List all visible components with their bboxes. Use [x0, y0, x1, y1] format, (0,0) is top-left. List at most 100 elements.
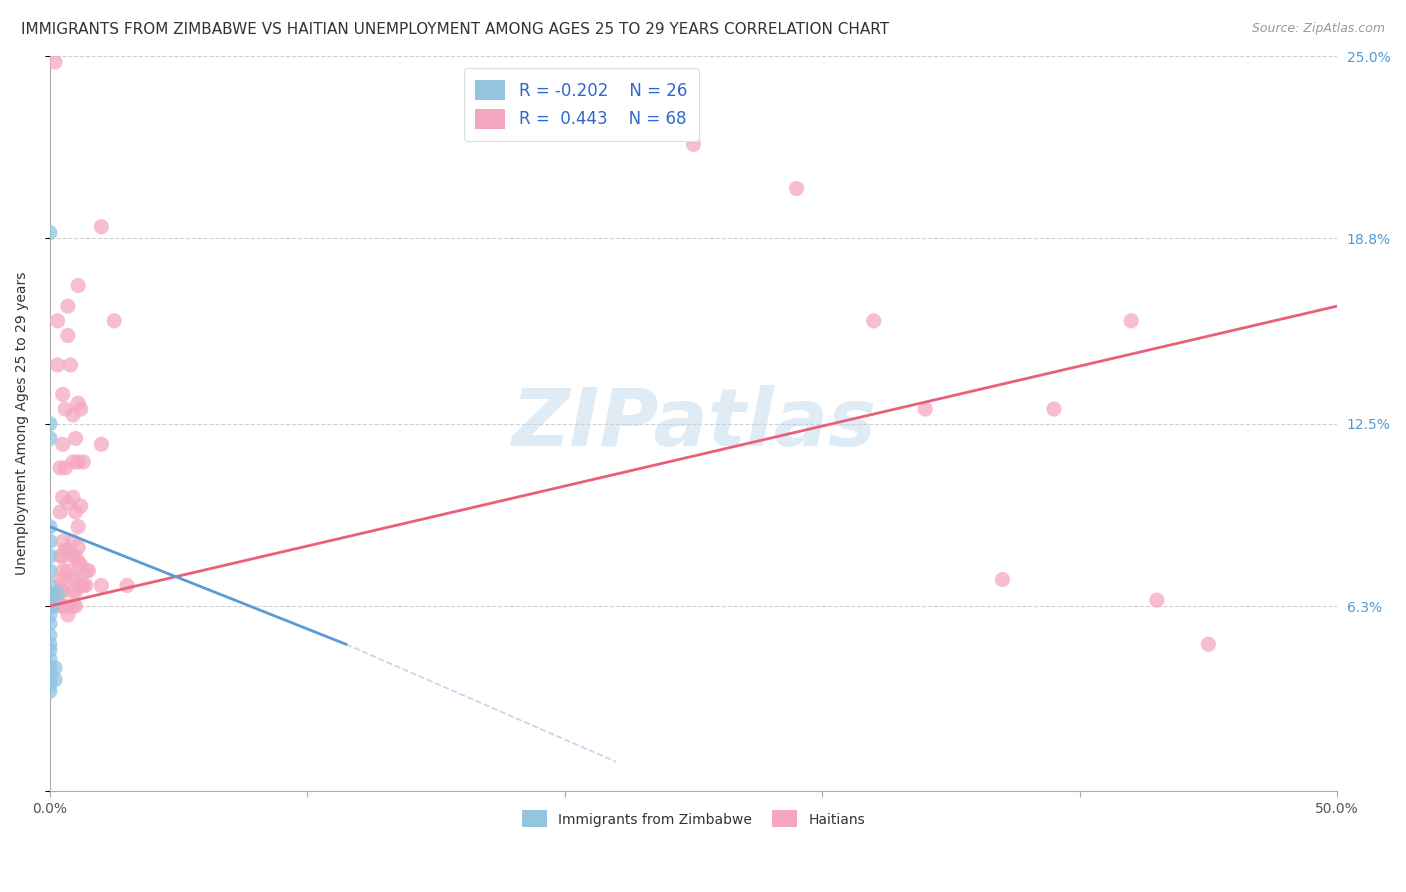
Point [38, 578, 60, 592]
Point [991, 573, 1014, 587]
Point [682, 137, 704, 152]
Point [38, 417, 60, 431]
Point [62, 490, 84, 504]
Point [65, 599, 87, 613]
Text: ZIPatlas: ZIPatlas [510, 384, 876, 463]
Point [38, 628, 60, 642]
Point [52, 549, 75, 563]
Point [67, 396, 90, 410]
Point [115, 578, 138, 592]
Point [72, 455, 94, 469]
Point [69, 402, 91, 417]
Point [56, 607, 79, 622]
Point [38, 432, 60, 446]
Point [38, 684, 60, 698]
Point [38, 534, 60, 549]
Point [38, 652, 60, 666]
Point [49, 505, 72, 519]
Point [56, 599, 79, 613]
Point [90, 219, 112, 234]
Point [52, 564, 75, 578]
Point [62, 599, 84, 613]
Point [38, 549, 60, 563]
Point [56, 564, 79, 578]
Y-axis label: Unemployment Among Ages 25 to 29 years: Unemployment Among Ages 25 to 29 years [15, 272, 30, 575]
Point [62, 569, 84, 583]
Text: IMMIGRANTS FROM ZIMBABWE VS HAITIAN UNEMPLOYMENT AMONG AGES 25 TO 29 YEARS CORRE: IMMIGRANTS FROM ZIMBABWE VS HAITIAN UNEM… [21, 22, 889, 37]
Point [65, 584, 87, 599]
Point [38, 616, 60, 631]
Point [67, 555, 90, 569]
Point [65, 549, 87, 563]
Point [38, 564, 60, 578]
Point [52, 387, 75, 401]
Point [38, 637, 60, 651]
Point [56, 299, 79, 313]
Point [49, 584, 72, 599]
Point [62, 455, 84, 469]
Point [862, 314, 884, 328]
Point [69, 499, 91, 513]
Point [41, 587, 63, 601]
Point [785, 181, 807, 195]
Point [52, 578, 75, 592]
Point [44, 55, 66, 70]
Point [38, 607, 60, 622]
Point [38, 666, 60, 681]
Point [46, 587, 69, 601]
Point [38, 519, 60, 533]
Point [38, 226, 60, 240]
Point [65, 573, 87, 587]
Point [49, 599, 72, 613]
Point [914, 402, 936, 417]
Point [67, 540, 90, 554]
Point [65, 505, 87, 519]
Text: Source: ZipAtlas.com: Source: ZipAtlas.com [1251, 22, 1385, 36]
Point [90, 437, 112, 451]
Point [77, 564, 100, 578]
Point [67, 519, 90, 533]
Point [44, 661, 66, 675]
Point [49, 460, 72, 475]
Point [38, 678, 60, 692]
Point [72, 578, 94, 592]
Point [53, 402, 76, 417]
Point [46, 358, 69, 372]
Point [53, 460, 76, 475]
Point [1121, 314, 1143, 328]
Point [1146, 593, 1168, 607]
Point [52, 584, 75, 599]
Point [52, 490, 75, 504]
Point [62, 549, 84, 563]
Point [69, 558, 91, 572]
Point [67, 455, 90, 469]
Point [38, 587, 60, 601]
Point [56, 496, 79, 510]
Point [90, 578, 112, 592]
Point [38, 661, 60, 675]
Point [103, 314, 125, 328]
Point [56, 543, 79, 558]
Point [49, 549, 72, 563]
Point [69, 578, 91, 592]
Point [49, 573, 72, 587]
Point [38, 673, 60, 687]
Point [52, 599, 75, 613]
Point [38, 599, 60, 613]
Point [62, 408, 84, 422]
Point [75, 564, 97, 578]
Point [38, 643, 60, 657]
Point [62, 584, 84, 599]
Point [59, 358, 82, 372]
Point [46, 314, 69, 328]
Point [65, 432, 87, 446]
Point [75, 578, 97, 592]
Point [44, 673, 66, 687]
Point [41, 599, 63, 613]
Point [53, 543, 76, 558]
Legend: Immigrants from Zimbabwe, Haitians: Immigrants from Zimbabwe, Haitians [513, 802, 873, 836]
Point [62, 534, 84, 549]
Point [56, 328, 79, 343]
Point [1043, 402, 1066, 417]
Point [52, 437, 75, 451]
